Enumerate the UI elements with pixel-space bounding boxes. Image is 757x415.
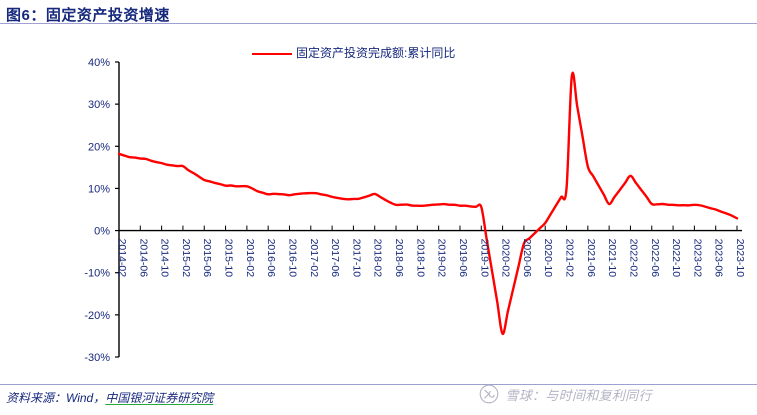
svg-text:-30%: -30%	[84, 352, 110, 364]
svg-text:2014-10: 2014-10	[159, 239, 171, 278]
svg-text:2015-10: 2015-10	[223, 239, 235, 278]
svg-text:2021-10: 2021-10	[606, 239, 618, 278]
svg-text:2020-10: 2020-10	[542, 239, 554, 278]
svg-text:2016-06: 2016-06	[265, 239, 277, 278]
svg-text:2018-06: 2018-06	[393, 239, 405, 278]
svg-text:-10%: -10%	[84, 268, 110, 280]
svg-text:-20%: -20%	[84, 310, 110, 322]
svg-text:20%: 20%	[88, 141, 110, 153]
svg-text:2021-06: 2021-06	[585, 239, 597, 278]
svg-text:0%: 0%	[94, 226, 110, 238]
svg-text:2021-02: 2021-02	[564, 239, 576, 278]
svg-text:2017-02: 2017-02	[308, 239, 320, 278]
svg-text:2019-10: 2019-10	[478, 239, 490, 278]
svg-text:2019-02: 2019-02	[436, 239, 448, 278]
svg-text:2022-02: 2022-02	[627, 239, 639, 278]
svg-text:40%: 40%	[88, 57, 110, 69]
svg-text:2017-10: 2017-10	[350, 239, 362, 278]
svg-text:2022-10: 2022-10	[670, 239, 682, 278]
svg-text:2020-06: 2020-06	[521, 239, 533, 278]
svg-text:2022-06: 2022-06	[649, 239, 661, 278]
svg-text:2014-06: 2014-06	[137, 239, 149, 278]
svg-text:2017-06: 2017-06	[329, 239, 341, 278]
svg-text:2018-10: 2018-10	[414, 239, 426, 278]
svg-text:2023-02: 2023-02	[691, 239, 703, 278]
svg-text:2023-06: 2023-06	[713, 239, 725, 278]
svg-text:2016-02: 2016-02	[244, 239, 256, 278]
svg-text:2020-02: 2020-02	[500, 239, 512, 278]
svg-text:2018-02: 2018-02	[372, 239, 384, 278]
svg-text:30%: 30%	[88, 99, 110, 111]
svg-text:2015-02: 2015-02	[180, 239, 192, 278]
svg-text:2016-10: 2016-10	[286, 239, 298, 278]
svg-text:2019-06: 2019-06	[457, 239, 469, 278]
svg-text:2015-06: 2015-06	[201, 239, 213, 278]
svg-text:10%: 10%	[88, 183, 110, 195]
svg-text:2023-10: 2023-10	[734, 239, 746, 278]
svg-text:2014-02: 2014-02	[116, 239, 128, 278]
